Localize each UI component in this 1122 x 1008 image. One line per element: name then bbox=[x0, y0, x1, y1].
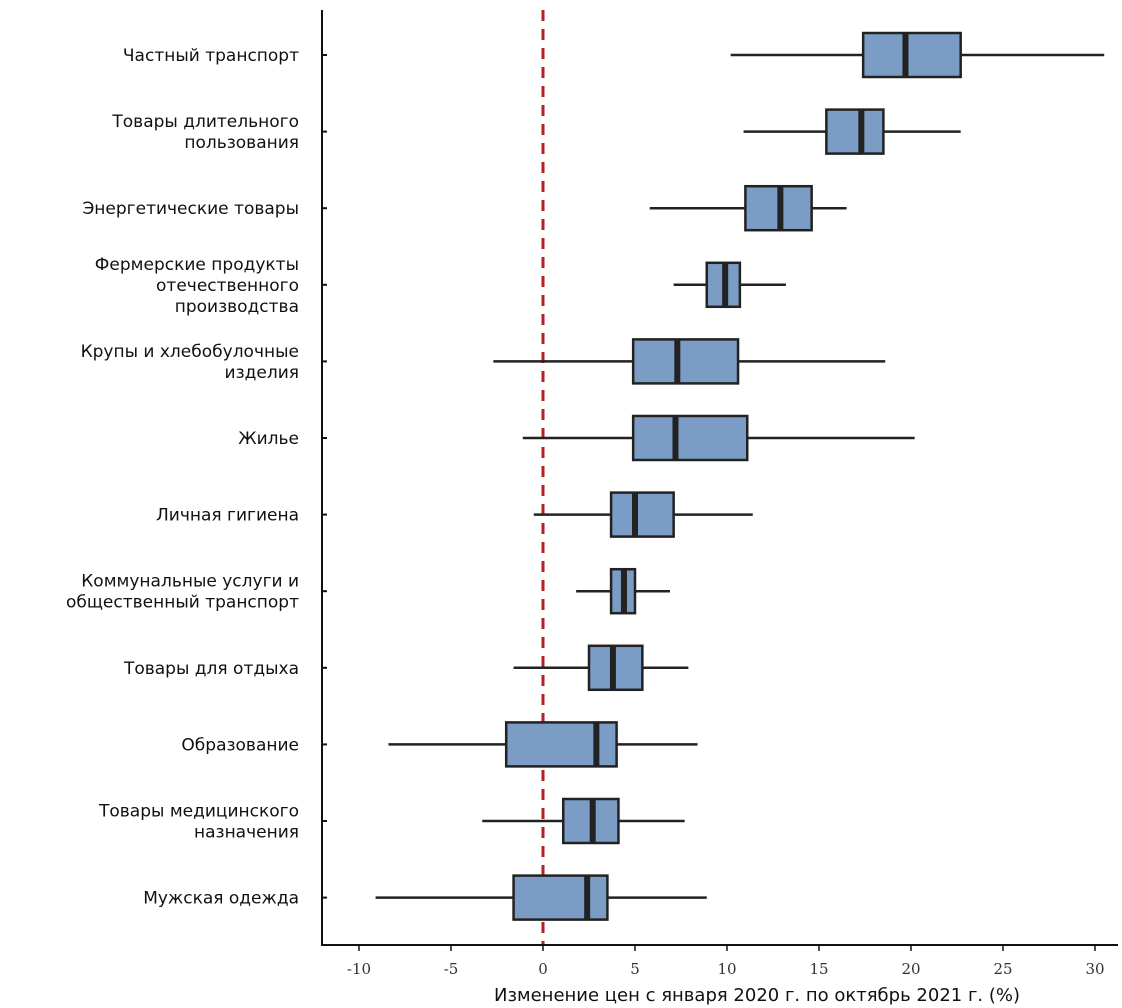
boxplot-row bbox=[322, 567, 670, 615]
boxplot-row bbox=[322, 261, 786, 309]
boxplot-row bbox=[322, 338, 886, 385]
category-label-line: назначения bbox=[194, 823, 299, 843]
boxplot-row bbox=[322, 184, 847, 232]
x-tick-label: 10 bbox=[717, 960, 736, 978]
x-tick-label: -5 bbox=[444, 960, 459, 978]
boxplot-row bbox=[322, 797, 685, 845]
iqr-box bbox=[861, 31, 962, 79]
category-label: Коммунальные услуги и общественный трансп… bbox=[66, 572, 299, 613]
x-tick-label: 0 bbox=[538, 960, 548, 978]
category-label-line: Коммунальные услуги и bbox=[81, 572, 299, 592]
x-tick-label: 30 bbox=[1085, 960, 1104, 978]
category-label: Частный транспорт bbox=[123, 46, 299, 66]
category-label: Фермерские продукты отечественного произво… bbox=[95, 255, 299, 317]
iqr-box bbox=[631, 414, 749, 462]
category-label: Крупы и хлебобулочные изделия bbox=[81, 342, 299, 383]
category-label-line: общественный транспорт bbox=[66, 593, 299, 613]
boxplot-row bbox=[322, 721, 698, 768]
boxplot-row bbox=[322, 108, 961, 155]
category-label-line: Личная гигиена bbox=[156, 506, 299, 526]
category-label-line: изделия bbox=[225, 363, 299, 383]
category-label: Образование bbox=[181, 735, 299, 755]
x-tick-label: 15 bbox=[809, 960, 828, 978]
category-label: Жилье bbox=[238, 429, 299, 449]
x-tick-label: -10 bbox=[347, 960, 371, 978]
category-labels-group: Частный транспорт Товары длительного польз… bbox=[66, 46, 299, 909]
iqr-box bbox=[825, 108, 885, 155]
category-label-line: отечественного bbox=[156, 276, 299, 296]
category-label: Товары длительного пользования bbox=[111, 112, 299, 153]
boxplot-row bbox=[322, 414, 915, 462]
category-label-line: Товары длительного bbox=[111, 112, 299, 132]
category-label: Товары для отдыха bbox=[123, 659, 299, 679]
category-label: Энергетические товары bbox=[82, 199, 299, 219]
iqr-box bbox=[504, 721, 618, 768]
axes-group bbox=[321, 10, 1118, 946]
x-tick-label: 5 bbox=[630, 960, 640, 978]
boxplots-group bbox=[322, 31, 1105, 921]
category-label-line: Образование bbox=[181, 735, 299, 755]
x-axis-title: Изменение цен с января 2020 г. по октябр… bbox=[494, 985, 1020, 1006]
iqr-box bbox=[631, 338, 740, 385]
x-tick-label: 20 bbox=[901, 960, 920, 978]
category-label-line: Фермерские продукты bbox=[95, 255, 299, 275]
iqr-box bbox=[609, 491, 675, 538]
boxplot-row bbox=[322, 644, 689, 692]
category-label-line: Товары медицинского bbox=[98, 802, 299, 822]
category-label: Мужская одежда bbox=[143, 889, 299, 909]
category-label-line: Частный транспорт bbox=[123, 46, 299, 66]
category-label-line: Мужская одежда bbox=[143, 889, 299, 909]
iqr-box bbox=[512, 874, 609, 921]
x-tick-label: 25 bbox=[993, 960, 1012, 978]
category-label-line: Товары для отдыха bbox=[123, 659, 299, 679]
boxplot-row bbox=[322, 874, 707, 921]
category-label-line: Жилье bbox=[238, 429, 299, 449]
category-label-line: Энергетические товары bbox=[82, 199, 299, 219]
category-label-line: производства bbox=[175, 297, 299, 317]
category-label: Товары медицинского назначения bbox=[98, 802, 299, 843]
category-label: Личная гигиена bbox=[156, 506, 299, 526]
boxplot-row bbox=[322, 491, 753, 538]
x-ticks-group: -10 -5 0 5 10 15 20 25 30 bbox=[347, 945, 1105, 978]
category-label-line: Крупы и хлебобулочные bbox=[81, 342, 299, 362]
boxplot-row bbox=[322, 31, 1105, 79]
category-label-line: пользования bbox=[184, 133, 299, 153]
